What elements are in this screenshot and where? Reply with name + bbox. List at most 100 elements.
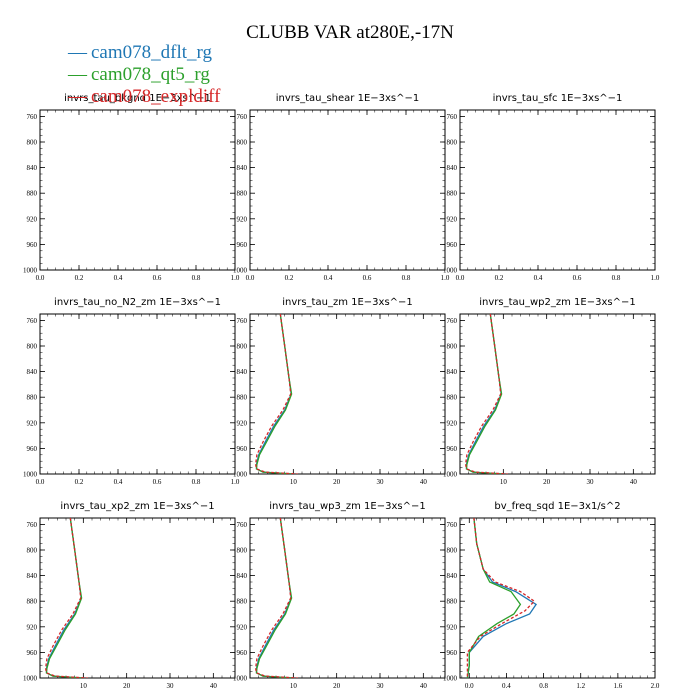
x-tick-label: 1.0	[231, 478, 240, 486]
y-tick-label: 1000	[23, 675, 38, 683]
y-tick-label: 920	[447, 215, 458, 223]
y-tick-label: 960	[237, 241, 248, 249]
y-tick-label: 960	[27, 649, 38, 657]
plot-frame	[249, 109, 446, 271]
y-tick-label: 880	[447, 394, 458, 402]
x-tick-label: 0.8	[539, 682, 548, 690]
legend-item-expl: — cam078_expldiff	[67, 86, 221, 107]
y-tick-label: 800	[237, 547, 248, 555]
y-tick-label: 840	[27, 164, 38, 172]
x-tick-label: 0.6	[153, 478, 162, 486]
x-tick-label: 40	[420, 478, 428, 486]
x-tick-label: 0.8	[402, 274, 411, 282]
panel-3: invrs_tau_sfc 1E−3xs^−1 760 800 840 880 920 96…	[443, 93, 660, 282]
y-tick-label: 1000	[23, 471, 38, 479]
y-tick-label: 840	[237, 164, 248, 172]
x-tick-label: 20	[333, 478, 341, 486]
x-tick-label: 20	[123, 682, 131, 690]
y-tick-label: 760	[237, 317, 248, 325]
panel-7: invrs_tau_xp2_zm 1E−3xs^−1 760 800 840 880 92…	[23, 501, 236, 690]
series-group	[254, 518, 298, 678]
x-tick-label: 1.2	[576, 682, 585, 690]
x-tick-label: 0.8	[192, 274, 201, 282]
legend: — cam078_dflt_rg — cam078_qt5_rg — cam078_e…	[67, 42, 221, 107]
y-tick-label: 800	[27, 139, 38, 147]
y-tick-label: 960	[447, 241, 458, 249]
plot-frame	[249, 517, 446, 679]
y-tick-label: 840	[27, 368, 38, 376]
series-group	[44, 518, 88, 678]
y-tick-label: 920	[27, 215, 38, 223]
x-tick-label: 2.0	[651, 682, 660, 690]
x-tick-label: 0.2	[75, 478, 84, 486]
y-tick-label: 920	[447, 419, 458, 427]
y-tick-label: 960	[237, 445, 248, 453]
x-tick-label: 10	[500, 478, 508, 486]
x-tick-label: 0.0	[36, 274, 45, 282]
panel-title: invrs_tau_wp3_zm 1E−3xs^−1	[269, 501, 425, 512]
series-line-expl	[466, 518, 536, 678]
x-tick-label: 20	[333, 682, 341, 690]
y-tick-label: 920	[27, 623, 38, 631]
plot-frame	[459, 517, 656, 679]
y-tick-label: 760	[27, 113, 38, 121]
panel-grid: invrs_tau_bkgnd 1E−3xs^−1 760 800 840 880 920…	[23, 93, 660, 690]
legend-label: cam078_dflt_rg	[91, 42, 213, 63]
panel-title: invrs_tau_sfc 1E−3xs^−1	[493, 93, 623, 104]
y-tick-label: 760	[27, 317, 38, 325]
x-tick-label: 30	[377, 478, 385, 486]
y-tick-label: 760	[447, 521, 458, 529]
plot-frame	[39, 517, 236, 679]
panel-title: invrs_tau_no_N2_zm 1E−3xs^−1	[54, 297, 221, 308]
y-tick-label: 1000	[443, 675, 458, 683]
y-tick-label: 840	[27, 572, 38, 580]
y-tick-label: 920	[447, 623, 458, 631]
panel-title: invrs_tau_zm 1E−3xs^−1	[282, 297, 413, 308]
series-line-qt5	[255, 314, 294, 474]
x-tick-label: 0.0	[36, 478, 45, 486]
panel-title: invrs_tau_xp2_zm 1E−3xs^−1	[60, 501, 214, 512]
x-tick-label: 1.0	[231, 274, 240, 282]
y-tick-label: 880	[27, 394, 38, 402]
y-tick-label: 880	[27, 190, 38, 198]
y-tick-label: 800	[447, 343, 458, 351]
series-line-qt5	[255, 518, 294, 678]
x-tick-label: 1.6	[613, 682, 622, 690]
panel-6: invrs_tau_wp2_zm 1E−3xs^−1 760 800 840 880 92…	[443, 297, 656, 486]
y-tick-label: 920	[27, 419, 38, 427]
x-tick-label: 10	[290, 478, 298, 486]
series-line-dflt	[466, 518, 538, 678]
series-group	[464, 314, 508, 474]
y-tick-label: 880	[237, 598, 248, 606]
y-tick-label: 920	[237, 419, 248, 427]
plot-frame	[459, 313, 656, 475]
series-line-expl	[254, 518, 298, 678]
plot-frame	[249, 313, 446, 475]
y-tick-label: 960	[27, 445, 38, 453]
x-tick-label: 0.4	[502, 682, 511, 690]
y-tick-label: 880	[447, 598, 458, 606]
x-tick-label: 30	[377, 682, 385, 690]
series-line-expl	[464, 314, 508, 474]
plot-frame	[39, 313, 236, 475]
y-tick-label: 960	[237, 649, 248, 657]
x-tick-label: 0.2	[285, 274, 294, 282]
x-tick-label: 0.0	[465, 682, 474, 690]
y-tick-label: 840	[237, 572, 248, 580]
x-tick-label: 40	[420, 682, 428, 690]
y-tick-label: 920	[237, 215, 248, 223]
panel-4: invrs_tau_no_N2_zm 1E−3xs^−1 760 800 840 880…	[23, 297, 240, 486]
y-tick-label: 840	[237, 368, 248, 376]
y-tick-label: 800	[27, 343, 38, 351]
y-tick-label: 1000	[443, 471, 458, 479]
legend-dash: —	[67, 64, 88, 85]
y-tick-label: 760	[237, 113, 248, 121]
y-tick-label: 800	[27, 547, 38, 555]
series-line-qt5	[45, 518, 84, 678]
x-tick-label: 0.8	[612, 274, 621, 282]
y-tick-label: 880	[237, 190, 248, 198]
panel-title: bv_freq_sqd 1E−3x1/s^2	[494, 501, 620, 512]
x-tick-label: 1.0	[651, 274, 660, 282]
y-tick-label: 1000	[233, 471, 248, 479]
x-tick-label: 20	[543, 478, 551, 486]
